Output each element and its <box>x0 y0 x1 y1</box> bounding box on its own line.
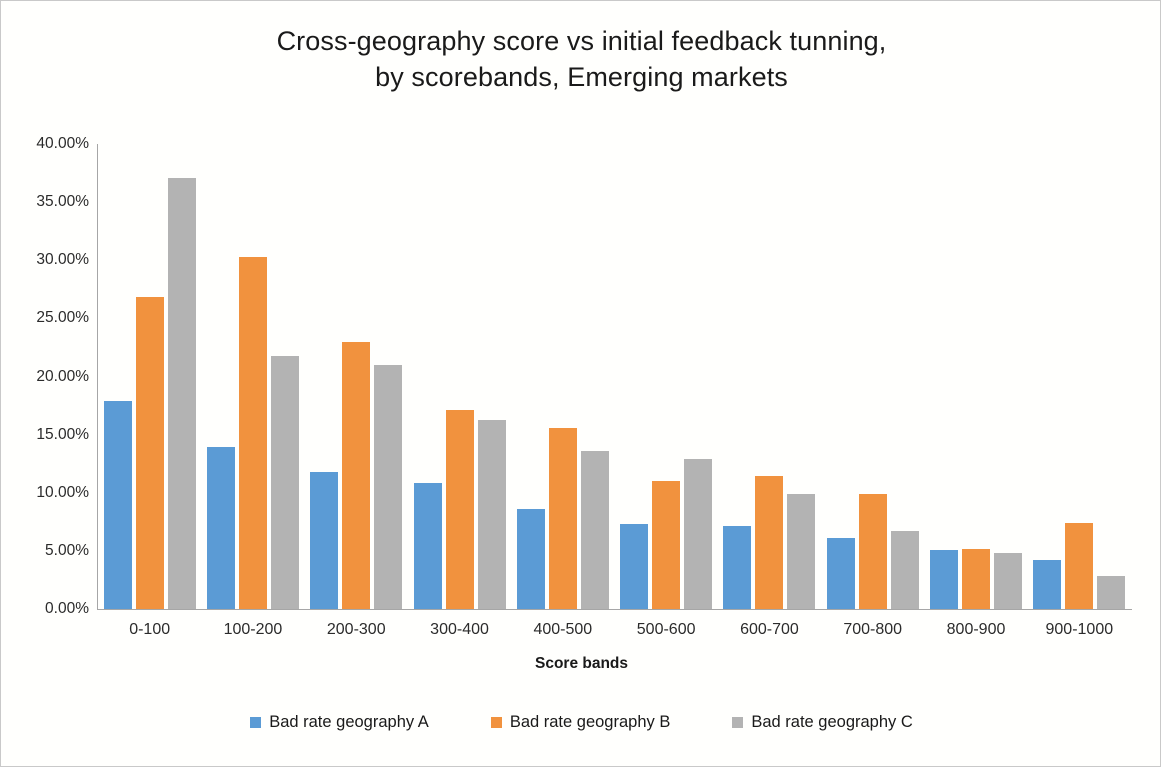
legend-item[interactable]: Bad rate geography A <box>250 713 429 732</box>
y-axis-tick-label: 15.00% <box>36 425 89 443</box>
bar[interactable] <box>270 355 299 609</box>
bar[interactable] <box>342 341 371 609</box>
legend-item[interactable]: Bad rate geography C <box>732 713 913 732</box>
bar[interactable] <box>652 481 681 609</box>
bar[interactable] <box>890 531 919 609</box>
bar[interactable] <box>684 459 713 609</box>
bar[interactable] <box>755 476 784 609</box>
bar[interactable] <box>413 483 442 609</box>
x-axis-category-label: 300-400 <box>430 621 489 638</box>
legend-item[interactable]: Bad rate geography B <box>490 713 671 732</box>
x-axis-category-label: 400-500 <box>533 621 593 638</box>
bar[interactable] <box>445 410 474 609</box>
x-axis-category-label: 700-800 <box>843 621 903 638</box>
bar-group <box>614 144 717 609</box>
legend-swatch-icon <box>490 717 502 728</box>
bar[interactable] <box>310 471 339 609</box>
bar[interactable] <box>103 400 132 609</box>
bar[interactable] <box>858 493 887 609</box>
bar[interactable] <box>548 427 577 609</box>
bar[interactable] <box>1097 576 1126 609</box>
bar-group <box>718 144 821 609</box>
legend-label: Bad rate geography C <box>751 713 913 731</box>
y-axis-tick-label: 0.00% <box>45 600 89 617</box>
legend-label: Bad rate geography B <box>509 713 671 731</box>
bar-group <box>408 144 511 609</box>
bar[interactable] <box>962 548 991 609</box>
bar[interactable] <box>580 450 609 609</box>
chart-title-line-1: Cross-geography score vs initial feedbac… <box>276 26 887 56</box>
bar[interactable] <box>374 364 403 609</box>
x-axis-category-label: 600-700 <box>740 621 799 638</box>
bar[interactable] <box>930 549 959 609</box>
bar[interactable] <box>238 256 267 609</box>
chart-title-line-2: by scorebands, Emerging markets <box>375 62 788 92</box>
bar-group <box>821 144 924 609</box>
bar-group <box>924 144 1027 609</box>
y-axis-tick-label: 5.00% <box>45 541 89 559</box>
y-axis-tick-label: 20.00% <box>36 367 89 385</box>
bar-group <box>305 144 408 609</box>
bar[interactable] <box>1065 522 1094 609</box>
plot-area <box>98 144 1131 609</box>
x-axis-category-label: 0-100 <box>129 621 171 638</box>
y-axis-tick-label: 30.00% <box>36 251 89 269</box>
bar[interactable] <box>135 297 164 609</box>
x-axis-line <box>97 609 1132 610</box>
bar[interactable] <box>723 526 752 609</box>
x-axis-category-label: 800-900 <box>946 621 1006 638</box>
bar[interactable] <box>826 538 855 609</box>
y-axis-tick-label: 35.00% <box>36 193 89 211</box>
bar[interactable] <box>516 509 545 609</box>
bar[interactable] <box>167 177 196 609</box>
chart-legend: Bad rate geography A Bad rate geography B… <box>1 713 1160 732</box>
legend-swatch-icon <box>732 717 744 728</box>
bar-group <box>98 144 201 609</box>
bar[interactable] <box>477 419 506 609</box>
legend-swatch-icon <box>250 717 262 728</box>
x-axis-category-labels: 0-100 100-200 200-300 300-400 400-500 500-600… <box>98 615 1131 645</box>
bar[interactable] <box>620 524 649 609</box>
bar-group <box>201 144 304 609</box>
x-axis-category-label: 100-200 <box>223 621 283 638</box>
bar[interactable] <box>206 447 235 609</box>
y-axis-tick-label: 10.00% <box>36 483 89 501</box>
y-axis-line <box>97 144 98 610</box>
x-axis-category-label: 900-1000 <box>1045 621 1114 638</box>
x-axis-category-label: 200-300 <box>326 621 386 638</box>
x-axis-category-label: 500-600 <box>636 621 696 638</box>
y-axis-tick-label: 40.00% <box>36 135 89 152</box>
bar[interactable] <box>1033 560 1062 609</box>
legend-label: Bad rate geography A <box>269 713 429 731</box>
bar[interactable] <box>994 553 1023 609</box>
bar-group <box>511 144 614 609</box>
x-axis-title: Score bands <box>534 655 629 672</box>
y-axis-tick-label: 25.00% <box>36 309 89 327</box>
bar-group <box>1028 144 1131 609</box>
bar[interactable] <box>787 493 816 609</box>
chart-title: Cross-geography score vs initial feedbac… <box>1 23 1160 95</box>
y-axis-tick-labels: 40.00% 35.00% 30.00% 25.00% 20.00% 15.00% 10.0… <box>1 1 89 766</box>
